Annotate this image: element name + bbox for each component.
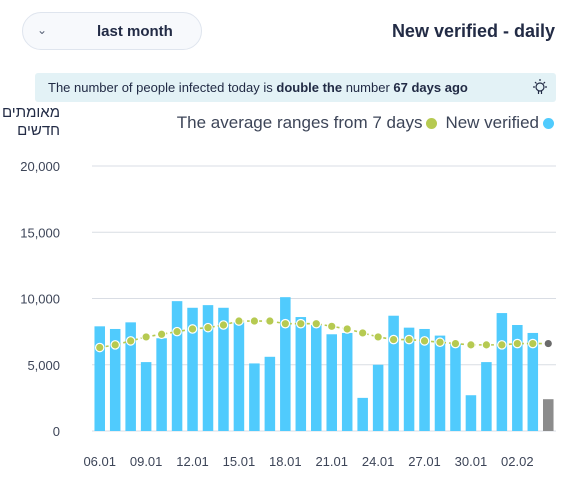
- bar: [218, 307, 229, 431]
- average-point: [527, 338, 538, 349]
- bar: [357, 397, 368, 431]
- average-line: [99, 320, 549, 349]
- y-tick-label: 5,000: [27, 358, 60, 373]
- average-point: [450, 338, 461, 349]
- legend-item-daily[interactable]: New verified: [445, 113, 554, 133]
- y-tick-label: 10,000: [20, 292, 60, 307]
- bar: [419, 328, 430, 431]
- banner-bold-2: 67 days ago: [393, 80, 468, 95]
- bar: [202, 305, 214, 431]
- average-point: [419, 336, 430, 346]
- bar: [403, 327, 415, 431]
- bar: [527, 332, 539, 431]
- bar: [434, 335, 446, 431]
- bar: [326, 334, 337, 431]
- average-point: [497, 340, 507, 350]
- bar: [264, 356, 276, 431]
- bar: [465, 395, 477, 431]
- average-point: [234, 316, 244, 326]
- average-point: [326, 321, 337, 332]
- bar: [450, 343, 461, 431]
- bar: [388, 315, 399, 431]
- average-point: [466, 340, 476, 350]
- bar: [233, 322, 245, 431]
- legend-average-swatch: [426, 117, 438, 129]
- average-point: [187, 324, 198, 334]
- average-point: [543, 338, 554, 349]
- period-dropdown[interactable]: ⌄ last month: [22, 12, 202, 50]
- chart-legend: The average ranges from 7 days New verif…: [177, 113, 554, 133]
- bar: [140, 362, 152, 431]
- average-point: [388, 334, 399, 345]
- average-point: [342, 324, 352, 334]
- average-point: [311, 318, 322, 329]
- average-point: [435, 337, 445, 348]
- x-tick-label: 15.01: [223, 454, 256, 469]
- average-point: [249, 316, 260, 326]
- average-point: [125, 336, 136, 346]
- x-tick-label: 30.01: [455, 454, 488, 469]
- y-axis-title: מאומתים חדשים: [1, 104, 60, 140]
- legend-daily-swatch: [543, 117, 554, 129]
- average-point: [203, 322, 213, 333]
- bar: [187, 307, 198, 431]
- average-point: [141, 332, 151, 342]
- banner-text-middle: number: [342, 80, 394, 95]
- y-tick-label: 20,000: [20, 159, 60, 174]
- x-tick-label: 09.01: [130, 454, 163, 469]
- average-point: [218, 320, 229, 330]
- y-axis-title-line-1: מאומתים: [1, 104, 60, 121]
- average-point: [110, 340, 120, 350]
- x-tick-label: 18.01: [269, 454, 302, 469]
- bar: [543, 399, 554, 431]
- bar: [280, 297, 291, 431]
- banner-bold-1: double the: [276, 80, 343, 95]
- y-tick-label: 0: [53, 424, 60, 439]
- bar: [372, 364, 384, 431]
- bar: [156, 338, 167, 431]
- average-point: [94, 342, 105, 353]
- x-tick-label: 02.02: [501, 454, 534, 469]
- y-tick-label: 15,000: [20, 225, 60, 240]
- average-point: [357, 328, 368, 338]
- info-banner: The number of people infected today is d…: [35, 73, 556, 102]
- bar: [109, 328, 121, 431]
- bar: [249, 363, 260, 431]
- average-point: [280, 318, 291, 329]
- bar: [295, 317, 307, 431]
- y-axis-title-line-2: חדשים: [17, 122, 60, 139]
- chart-title: New verified - daily: [391, 21, 555, 41]
- bar: [171, 301, 183, 431]
- average-point: [404, 334, 414, 345]
- average-point: [156, 329, 167, 340]
- chevron-down-icon: ⌄: [37, 23, 48, 37]
- average-point: [481, 340, 492, 350]
- x-tick-label: 24.01: [362, 454, 395, 469]
- average-point: [172, 326, 182, 337]
- x-tick-label: 06.01: [83, 454, 116, 469]
- average-point: [512, 338, 523, 349]
- legend-average-label: The average ranges from 7 days: [176, 113, 423, 132]
- average-point: [373, 332, 383, 342]
- bar: [125, 322, 136, 431]
- lightbulb-icon[interactable]: [532, 73, 548, 102]
- bar: [341, 332, 353, 431]
- bar: [311, 325, 322, 431]
- period-dropdown-label: last month: [97, 23, 173, 40]
- average-point: [295, 318, 306, 329]
- average-point: [265, 316, 275, 326]
- x-tick-label: 21.01: [315, 454, 348, 469]
- legend-daily-label: New verified: [445, 113, 539, 132]
- bar: [496, 313, 508, 431]
- x-tick-label: 12.01: [176, 454, 209, 469]
- bar: [481, 362, 492, 431]
- legend-item-average[interactable]: The average ranges from 7 days: [177, 113, 438, 133]
- x-tick-label: 27.01: [408, 454, 441, 469]
- bar: [512, 325, 523, 431]
- banner-text-before: The number of people infected today is: [48, 80, 277, 95]
- bar: [94, 326, 105, 431]
